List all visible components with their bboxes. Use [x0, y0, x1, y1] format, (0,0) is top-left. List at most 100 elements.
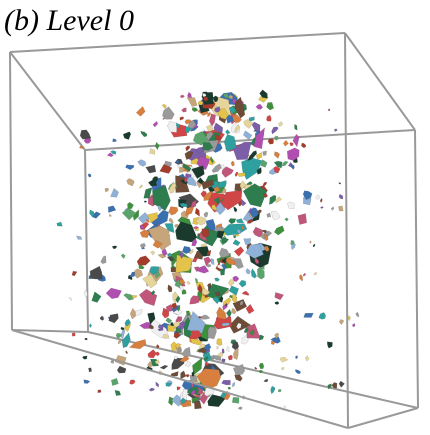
fragment: [233, 246, 245, 257]
fragment: [214, 201, 226, 216]
fragment: [157, 253, 167, 259]
fragment: [192, 357, 203, 376]
fragment: [270, 336, 281, 344]
fragment: [148, 178, 158, 187]
fragment: [147, 212, 159, 224]
fragment: [149, 266, 159, 276]
fragment: [147, 225, 172, 251]
fragment: [255, 152, 263, 160]
fragment: [222, 223, 248, 236]
fragment: [213, 186, 221, 193]
fragment: [150, 290, 156, 296]
fragment: [181, 289, 187, 295]
fragment: [136, 255, 151, 266]
fragment: [203, 211, 209, 218]
fragment: [68, 297, 72, 301]
fragment: [260, 159, 268, 168]
fragment: [201, 288, 211, 296]
fragment: [216, 306, 227, 320]
fragment: [84, 337, 88, 341]
fragment: [216, 338, 223, 346]
fragment: [120, 326, 125, 331]
box-edge: [347, 407, 419, 429]
fragment: [252, 226, 263, 238]
fragment: [212, 296, 221, 305]
fragment: [232, 299, 247, 312]
fragment: [173, 331, 180, 339]
fragment: [185, 145, 189, 151]
fragment: [320, 198, 323, 203]
fragment: [139, 229, 150, 238]
fragment: [152, 184, 171, 211]
fragment: [274, 301, 280, 305]
fragment: [152, 120, 158, 128]
fragment: [327, 341, 333, 349]
fragment: [318, 312, 326, 320]
fragment: [279, 356, 289, 363]
fragment: [263, 378, 268, 383]
fragment: [197, 283, 203, 294]
fragment-cloud: [56, 89, 360, 410]
fragment: [277, 389, 282, 393]
fragment: [105, 287, 122, 299]
fragment: [142, 273, 158, 289]
fragment: [275, 196, 283, 204]
fragment: [243, 238, 252, 246]
box-edge: [9, 51, 86, 151]
fragment: [225, 129, 231, 135]
fragment: [231, 308, 237, 315]
fragment: [280, 367, 285, 371]
fragment: [179, 116, 185, 121]
fragment: [185, 374, 190, 378]
fragment: [114, 390, 122, 396]
fragment: [129, 379, 136, 385]
fragment: [271, 126, 279, 135]
fragment: [79, 145, 84, 149]
fragment: [219, 247, 231, 258]
fragment: [274, 292, 284, 301]
fragment: [330, 206, 335, 211]
fragment: [168, 217, 174, 224]
fragment: [284, 217, 289, 222]
fragment: [221, 379, 231, 386]
fragment: [89, 209, 95, 219]
fragment: [231, 98, 238, 105]
fragment: [186, 176, 197, 187]
fragment: [188, 330, 202, 340]
fragment: [209, 156, 214, 164]
fragment: [195, 216, 207, 226]
fragment: [76, 235, 83, 240]
fragment: [174, 343, 182, 349]
fragment: [135, 106, 146, 117]
fragment: [110, 188, 119, 198]
fragment: [184, 119, 192, 125]
fragment: [159, 164, 173, 174]
fragment: [154, 359, 160, 365]
fragment: [270, 385, 276, 395]
fragment: [214, 291, 221, 297]
fragment: [301, 142, 307, 149]
fragment: [259, 89, 268, 99]
fragment: [274, 151, 280, 159]
fragment: [108, 313, 119, 324]
fragment: [203, 96, 209, 102]
fragment: [175, 295, 181, 304]
fragment: [144, 200, 147, 203]
fragment: [179, 250, 185, 260]
fragment: [179, 166, 186, 173]
fragment: [201, 179, 215, 190]
fragment: [221, 358, 226, 363]
fragment: [177, 306, 181, 312]
fragment: [161, 103, 167, 110]
fragment: [274, 225, 285, 236]
fragment: [168, 206, 179, 216]
fragment: [111, 378, 119, 386]
fragment: [185, 310, 191, 316]
fragment: [242, 183, 268, 208]
fragment: [234, 96, 246, 119]
fragment: [264, 246, 270, 252]
fragment: [56, 221, 63, 227]
fragment: [84, 289, 88, 298]
